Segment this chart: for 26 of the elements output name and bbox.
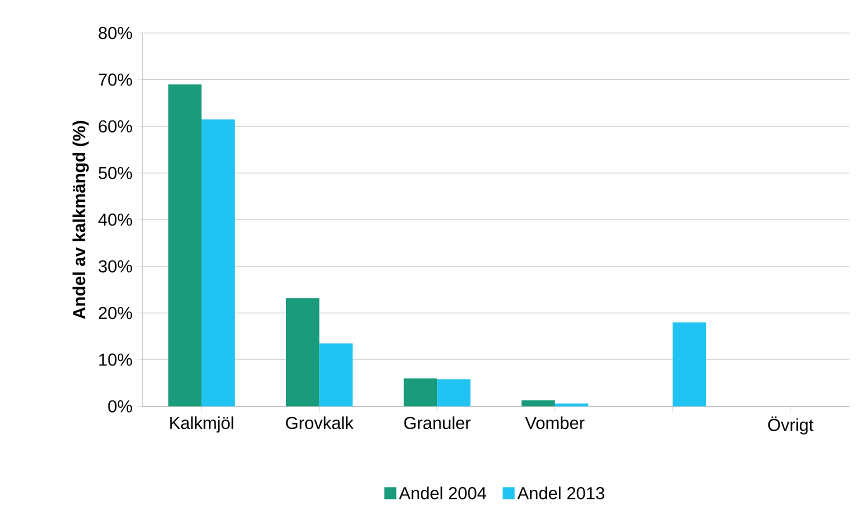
bar (437, 379, 470, 406)
bar (286, 298, 320, 406)
y-tick-label: 30% (98, 260, 132, 272)
y-tick-label: 50% (98, 166, 132, 180)
legend-label: Andel 2004 (399, 486, 486, 500)
y-tick-label: 60% (98, 120, 132, 132)
bar (202, 119, 235, 406)
x-tick-label: Övrigt (768, 416, 814, 434)
x-tick-label: Kalkmjöl (170, 416, 234, 433)
x-tick-label: Vomber (525, 416, 584, 430)
y-axis-title: Andel av kalkmängd (%) (72, 120, 89, 319)
y-tick-label: 70% (98, 74, 132, 86)
bar (404, 378, 438, 406)
bar (672, 322, 706, 406)
x-tick-label: Grovkalk (286, 416, 354, 430)
bar (319, 343, 353, 406)
y-tick-label: 0% (108, 400, 132, 412)
x-tick-label: Granuler (404, 416, 471, 430)
legend-label: Andel 2013 (517, 486, 604, 500)
bar (554, 404, 588, 406)
bar (168, 84, 202, 406)
y-tick-label: 20% (98, 306, 132, 320)
y-tick-label: 10% (99, 354, 132, 366)
bar (522, 400, 555, 406)
y-tick-label: 40% (98, 214, 132, 226)
y-tick-label: 80% (98, 26, 132, 40)
